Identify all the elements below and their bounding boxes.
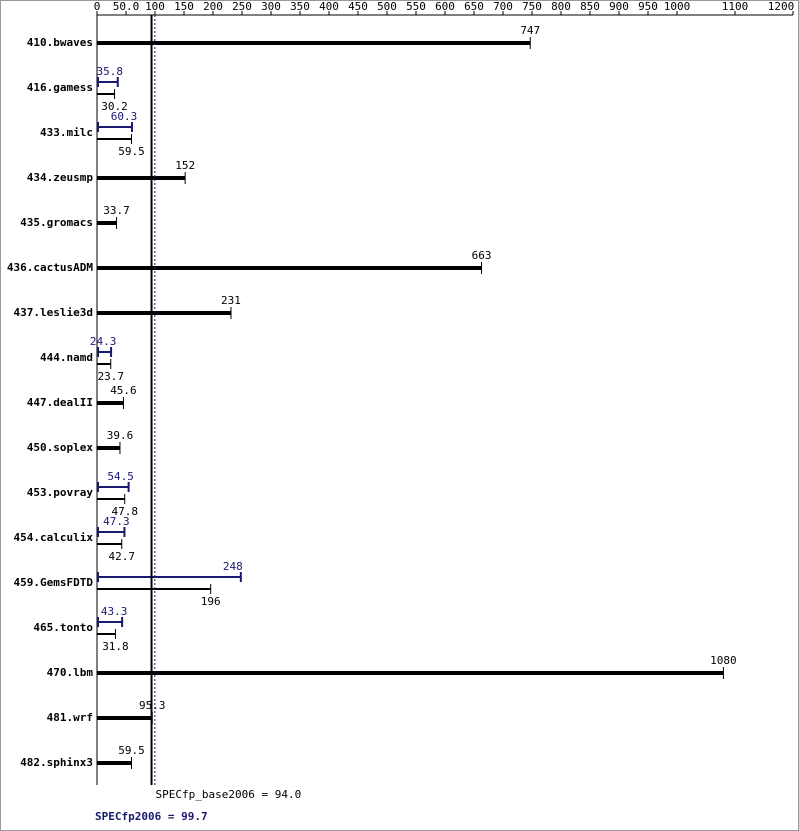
peak-bar bbox=[97, 621, 123, 623]
bar bbox=[97, 311, 231, 315]
value-label: 747 bbox=[520, 24, 540, 37]
peak-bar bbox=[97, 126, 132, 128]
value-label: 45.6 bbox=[110, 384, 137, 397]
value-label: 23.7 bbox=[97, 370, 124, 383]
base-bar bbox=[97, 543, 122, 545]
category-label: 435.gromacs bbox=[20, 216, 93, 229]
category-label: 482.sphinx3 bbox=[20, 756, 93, 769]
x-tick-label: 50.0 bbox=[113, 0, 140, 13]
value-label: 152 bbox=[175, 159, 195, 172]
category-label: 481.wrf bbox=[47, 711, 93, 724]
peak-bar bbox=[97, 576, 241, 578]
peak-bar bbox=[97, 531, 125, 533]
peak-bar bbox=[97, 351, 112, 353]
x-tick-label: 900 bbox=[609, 0, 629, 13]
x-tick-label: 250 bbox=[232, 0, 252, 13]
x-tick-label: 1200 bbox=[768, 0, 795, 13]
category-label: 434.zeusmp bbox=[27, 171, 94, 184]
value-label: 31.8 bbox=[102, 640, 129, 653]
base-bar bbox=[97, 138, 132, 140]
category-label: 450.soplex bbox=[27, 441, 94, 454]
category-label: 416.gamess bbox=[27, 81, 93, 94]
category-label: 433.milc bbox=[40, 126, 93, 139]
category-label: 444.namd bbox=[40, 351, 93, 364]
category-label: 447.dealII bbox=[27, 396, 93, 409]
value-label: 33.7 bbox=[103, 204, 130, 217]
x-tick-label: 100 bbox=[145, 0, 165, 13]
x-tick-label: 1000 bbox=[664, 0, 691, 13]
category-label: 470.lbm bbox=[47, 666, 94, 679]
category-label: 459.GemsFDTD bbox=[14, 576, 94, 589]
value-label: 196 bbox=[201, 595, 221, 608]
value-label: 39.6 bbox=[107, 429, 134, 442]
x-tick-label: 500 bbox=[377, 0, 397, 13]
x-tick-label: 850 bbox=[580, 0, 600, 13]
base-bar bbox=[97, 93, 115, 95]
bar bbox=[97, 221, 117, 225]
value-label: 42.7 bbox=[109, 550, 136, 563]
bar bbox=[97, 41, 531, 45]
x-tick-label: 400 bbox=[319, 0, 339, 13]
value-label: 47.8 bbox=[111, 505, 138, 518]
x-tick-label: 450 bbox=[348, 0, 368, 13]
bar bbox=[97, 176, 186, 180]
base-bar bbox=[97, 633, 116, 635]
x-tick-label: 650 bbox=[464, 0, 484, 13]
x-tick-label: 550 bbox=[406, 0, 426, 13]
x-tick-label: 1100 bbox=[722, 0, 749, 13]
x-tick-label: 200 bbox=[203, 0, 223, 13]
value-label: 248 bbox=[223, 560, 243, 573]
category-label: 436.cactusADM bbox=[7, 261, 93, 274]
value-label: 59.5 bbox=[118, 145, 145, 158]
x-tick-label: 350 bbox=[290, 0, 310, 13]
x-tick-label: 800 bbox=[551, 0, 571, 13]
bar bbox=[97, 716, 153, 720]
bar bbox=[97, 671, 724, 675]
bar bbox=[97, 761, 132, 765]
reference-label: SPECfp2006 = 99.7 bbox=[95, 810, 208, 823]
value-label: 59.5 bbox=[118, 744, 145, 757]
x-tick-label: 750 bbox=[522, 0, 542, 13]
x-tick-label: 950 bbox=[638, 0, 658, 13]
value-label: 54.5 bbox=[107, 470, 134, 483]
bar bbox=[97, 401, 124, 405]
value-label: 43.3 bbox=[101, 605, 128, 618]
bar bbox=[97, 446, 120, 450]
value-label: 60.3 bbox=[111, 110, 138, 123]
value-label: 30.2 bbox=[101, 100, 128, 113]
value-label: 663 bbox=[472, 249, 492, 262]
x-tick-label: 300 bbox=[261, 0, 281, 13]
x-tick-label: 150 bbox=[174, 0, 194, 13]
value-label: 1080 bbox=[710, 654, 737, 667]
peak-bar bbox=[97, 81, 118, 83]
x-tick-label: 0 bbox=[94, 0, 101, 13]
reference-label: SPECfp_base2006 = 94.0 bbox=[156, 788, 302, 801]
value-label: 24.3 bbox=[90, 335, 117, 348]
category-label: 437.leslie3d bbox=[14, 306, 93, 319]
value-label: 231 bbox=[221, 294, 241, 307]
value-label: 47.3 bbox=[103, 515, 130, 528]
category-label: 465.tonto bbox=[33, 621, 93, 634]
value-label: 35.8 bbox=[97, 65, 124, 78]
x-tick-label: 700 bbox=[493, 0, 513, 13]
category-label: 410.bwaves bbox=[27, 36, 93, 49]
base-bar bbox=[97, 498, 125, 500]
x-tick-label: 600 bbox=[435, 0, 455, 13]
bar bbox=[97, 266, 482, 270]
base-bar bbox=[97, 363, 111, 365]
category-label: 454.calculix bbox=[14, 531, 94, 544]
category-label: 453.povray bbox=[27, 486, 94, 499]
peak-bar bbox=[97, 486, 129, 488]
base-bar bbox=[97, 588, 211, 590]
